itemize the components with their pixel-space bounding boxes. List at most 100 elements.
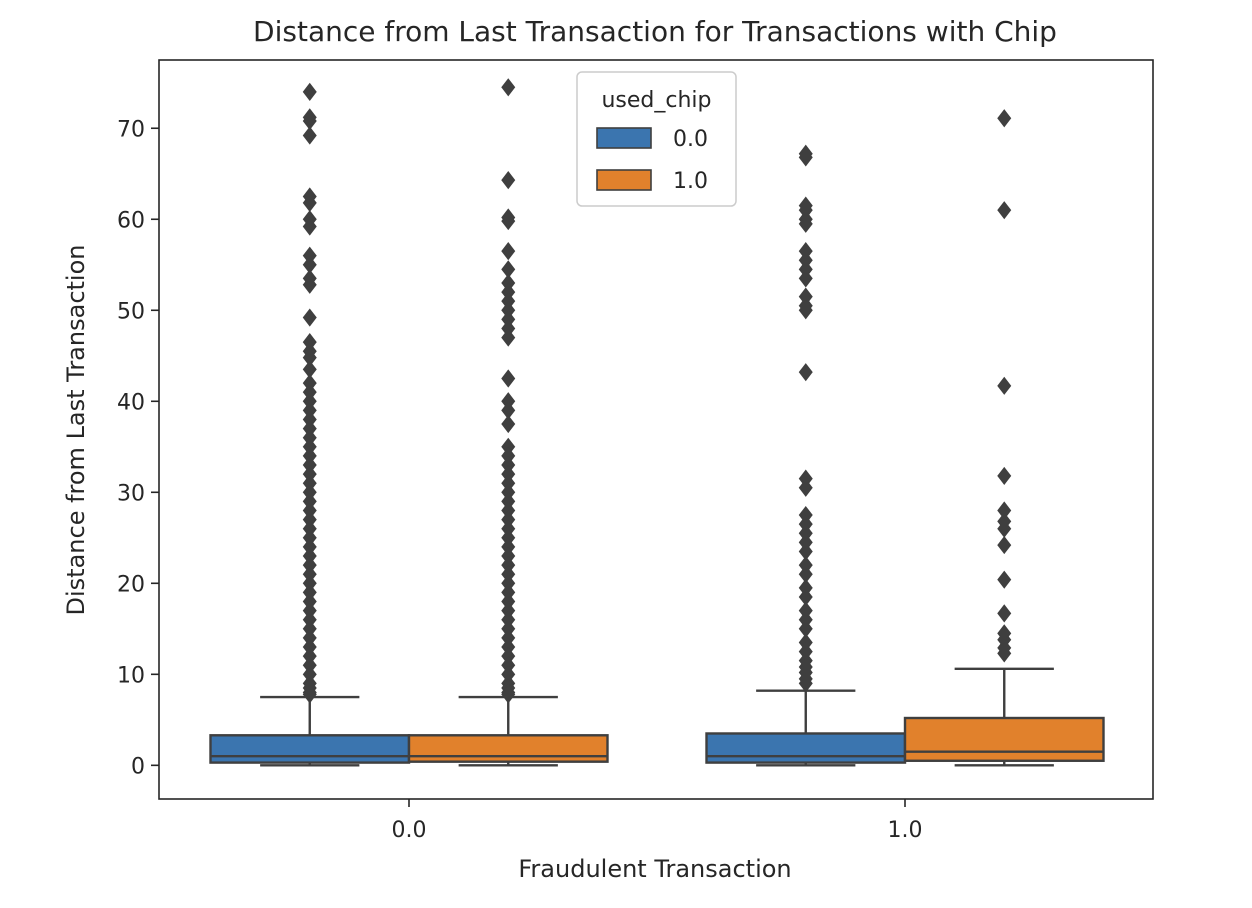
outlier-point	[501, 685, 516, 704]
outlier-point	[302, 126, 317, 145]
outlier-point	[501, 565, 516, 584]
outlier-point	[302, 333, 317, 352]
y-tick-label: 40	[117, 390, 145, 415]
outlier-point	[798, 578, 813, 597]
outlier-point	[302, 519, 317, 538]
outlier-point	[302, 528, 317, 547]
outlier-point	[798, 469, 813, 488]
outlier-point	[501, 637, 516, 657]
outlier-point	[302, 574, 317, 593]
outlier-point	[798, 587, 813, 607]
outlier-point	[501, 437, 516, 456]
outlier-point	[302, 360, 317, 379]
outlier-point	[501, 519, 516, 538]
outlier-point	[997, 535, 1012, 555]
outlier-point	[501, 610, 516, 629]
chart-title: Distance from Last Transaction for Trans…	[253, 15, 1057, 48]
outlier-point	[501, 319, 516, 338]
outlier-point	[501, 492, 516, 511]
outlier-point	[302, 647, 317, 666]
outlier-point	[302, 537, 317, 557]
outlier-point	[302, 348, 317, 367]
outlier-point	[302, 401, 317, 420]
y-tick-label: 30	[117, 481, 145, 506]
legend-label-0.0: 0.0	[673, 127, 708, 152]
outlier-point	[302, 474, 317, 493]
outlier-point	[302, 546, 317, 566]
outlier-point	[501, 474, 516, 493]
outlier-point	[798, 201, 813, 220]
outlier-point	[501, 282, 516, 302]
y-tick-label: 10	[117, 663, 145, 688]
box-iqr	[407, 734, 609, 763]
outlier-point	[302, 308, 317, 327]
outlier-point	[997, 501, 1012, 520]
outlier-point	[302, 383, 317, 402]
y-tick-label: 60	[117, 208, 145, 233]
outlier-point	[798, 242, 813, 261]
outlier-point	[302, 685, 317, 704]
outlier-point	[501, 401, 516, 420]
outlier-point	[501, 656, 516, 675]
x-tick-label: 0.0	[392, 818, 427, 843]
outlier-point	[302, 437, 317, 456]
outlier-point	[501, 369, 516, 388]
outlier-point	[501, 273, 516, 293]
outlier-point	[798, 214, 813, 233]
outlier-point	[302, 392, 317, 411]
outlier-point	[302, 592, 317, 611]
outlier-point	[302, 246, 317, 265]
outlier-point	[302, 637, 317, 657]
outlier-point	[501, 592, 516, 611]
outlier-point	[997, 201, 1012, 220]
outlier-point	[302, 255, 317, 274]
y-tick-label: 0	[131, 754, 145, 779]
outlier-point	[302, 565, 317, 584]
outlier-point	[501, 647, 516, 666]
outlier-point	[501, 310, 516, 329]
y-axis-label: Distance from Last Transaction	[62, 245, 90, 616]
outlier-point	[302, 583, 317, 602]
outlier-point	[501, 328, 516, 347]
outlier-point	[798, 505, 813, 525]
outlier-point	[798, 269, 813, 288]
outlier-point	[798, 260, 813, 279]
outlier-point	[501, 171, 516, 190]
outlier-point	[501, 78, 516, 97]
plot-marks	[209, 78, 1105, 767]
box-iqr	[903, 716, 1105, 762]
outlier-point	[302, 410, 317, 429]
outlier-point	[302, 217, 317, 236]
x-tick-label: 1.0	[888, 818, 923, 843]
outlier-point	[302, 428, 317, 447]
outlier-point	[302, 610, 317, 629]
outlier-point	[302, 446, 317, 465]
outlier-point	[798, 515, 813, 534]
outlier-point	[997, 604, 1012, 623]
outlier-point	[501, 537, 516, 557]
outlier-point	[997, 644, 1012, 663]
outlier-point	[798, 633, 813, 652]
outlier-point	[501, 292, 516, 311]
outlier-point	[798, 565, 813, 584]
outlier-point	[302, 556, 317, 575]
outlier-point	[798, 556, 813, 575]
outlier-point	[501, 528, 516, 547]
box-iqr	[705, 732, 907, 764]
box-0.0-at-1.0	[705, 144, 907, 767]
outlier-point	[501, 211, 516, 231]
outlier-point	[302, 464, 317, 484]
box-1.0-at-1.0	[903, 109, 1105, 767]
outlier-point	[501, 619, 516, 638]
outlier-point	[302, 510, 317, 529]
outlier-point	[798, 533, 813, 552]
outlier-point	[501, 628, 516, 648]
outlier-point	[302, 82, 317, 101]
outlier-point	[302, 483, 317, 502]
box-0.0-at-0.0	[209, 82, 411, 767]
outlier-point	[798, 478, 813, 497]
outlier-point	[302, 373, 317, 393]
outlier-point	[501, 601, 516, 620]
outlier-point	[302, 665, 317, 684]
